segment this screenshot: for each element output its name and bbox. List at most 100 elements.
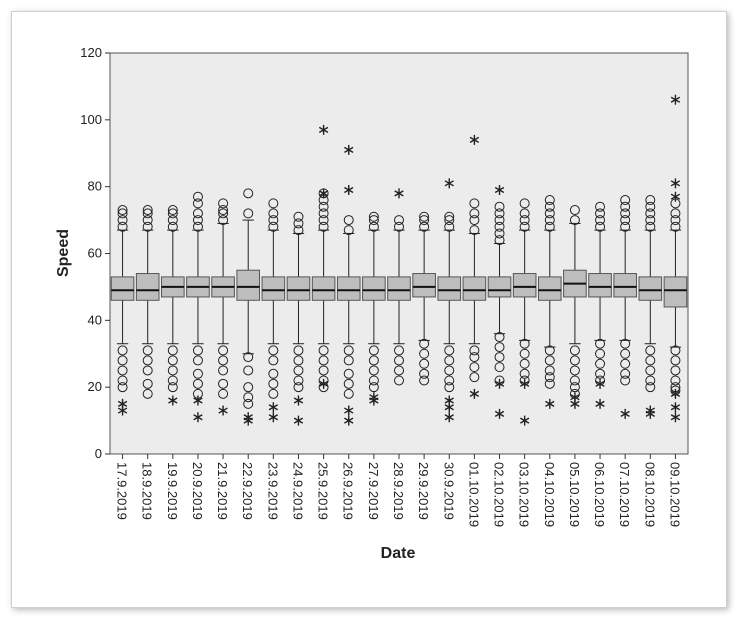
- outlier: [670, 345, 681, 356]
- outlier: [569, 345, 580, 356]
- x-tick-label: 27.9.2019: [366, 462, 381, 520]
- outlier: [494, 221, 505, 232]
- extreme: [168, 395, 178, 406]
- outlier: [645, 365, 656, 376]
- outlier: [218, 345, 229, 356]
- outlier: [142, 215, 153, 226]
- outlier: [620, 221, 631, 232]
- outlier: [368, 355, 379, 366]
- extreme: [545, 398, 555, 409]
- outlier: [142, 221, 153, 232]
- x-tick-label: 22.9.2019: [240, 462, 255, 520]
- outlier: [293, 365, 304, 376]
- outlier: [469, 345, 480, 356]
- outlier: [419, 221, 430, 232]
- outlier: [494, 208, 505, 219]
- outlier: [469, 225, 480, 236]
- outlier: [469, 208, 480, 219]
- outlier: [519, 198, 530, 209]
- outlier: [293, 225, 304, 236]
- extreme: [595, 398, 605, 409]
- outlier: [268, 345, 279, 356]
- outlier: [469, 352, 480, 363]
- x-tick-label: 29.9.2019: [416, 462, 431, 520]
- x-tick-label: 18.9.2019: [140, 462, 155, 520]
- outlier: [167, 221, 178, 232]
- outlier: [117, 208, 128, 219]
- outlier: [394, 365, 404, 376]
- x-tick-label: 02.10.2019: [492, 462, 507, 527]
- extreme: [494, 185, 505, 196]
- outlier: [494, 342, 505, 353]
- extreme: [620, 408, 630, 419]
- extreme: [469, 388, 480, 399]
- outlier: [444, 211, 455, 222]
- outlier: [268, 198, 279, 209]
- outlier: [318, 201, 329, 212]
- box: [412, 273, 436, 298]
- outlier: [142, 388, 153, 399]
- x-tick-label: 25.9.2019: [316, 462, 331, 520]
- box: [286, 276, 311, 301]
- outlier: [343, 388, 354, 399]
- outlier: [620, 201, 631, 212]
- outlier: [519, 221, 530, 232]
- outlier: [670, 375, 681, 386]
- extreme: [344, 185, 354, 196]
- outlier: [595, 358, 606, 369]
- extreme: [193, 395, 203, 406]
- outlier: [645, 355, 656, 366]
- outlier: [620, 375, 631, 386]
- extreme: [268, 412, 279, 423]
- outlier: [444, 221, 455, 232]
- outlier: [444, 215, 455, 226]
- outlier: [268, 215, 279, 226]
- x-tick-label: 20.9.2019: [190, 462, 205, 520]
- outlier: [394, 215, 404, 226]
- extreme: [394, 188, 404, 199]
- outlier: [645, 215, 656, 226]
- outlier: [167, 205, 178, 216]
- outlier: [494, 228, 505, 239]
- outlier: [318, 345, 329, 356]
- outlier: [620, 338, 631, 349]
- outlier: [519, 368, 530, 379]
- outlier: [343, 355, 354, 366]
- outlier: [645, 221, 656, 232]
- outlier: [318, 208, 329, 219]
- outlier: [192, 221, 203, 232]
- outlier: [318, 221, 329, 232]
- outlier: [117, 365, 128, 376]
- extreme: [369, 395, 379, 406]
- outlier: [544, 201, 555, 212]
- outlier: [469, 215, 480, 226]
- outlier: [117, 375, 128, 386]
- x-tick-label: 26.9.2019: [341, 462, 356, 520]
- box: [236, 269, 261, 301]
- outlier: [620, 195, 631, 206]
- x-tick-label: 17.9.2019: [115, 462, 130, 520]
- extreme: [670, 94, 681, 105]
- x-tick-label: 03.10.2019: [517, 462, 532, 527]
- outlier: [645, 345, 656, 356]
- outlier: [243, 188, 254, 199]
- outlier: [167, 375, 178, 386]
- outlier: [419, 215, 430, 226]
- outlier: [519, 215, 530, 226]
- extreme: [344, 405, 354, 416]
- outlier: [544, 365, 555, 376]
- outlier: [620, 368, 631, 379]
- extreme: [193, 412, 203, 423]
- outlier: [569, 355, 580, 366]
- outlier: [544, 215, 555, 226]
- extreme: [670, 412, 681, 423]
- outlier: [142, 205, 153, 216]
- extreme: [243, 415, 253, 426]
- outlier: [519, 338, 530, 349]
- extreme: [344, 415, 354, 426]
- y-tick-label: 80: [88, 179, 102, 194]
- extreme: [595, 378, 605, 389]
- outlier: [368, 215, 379, 226]
- outlier: [469, 362, 480, 373]
